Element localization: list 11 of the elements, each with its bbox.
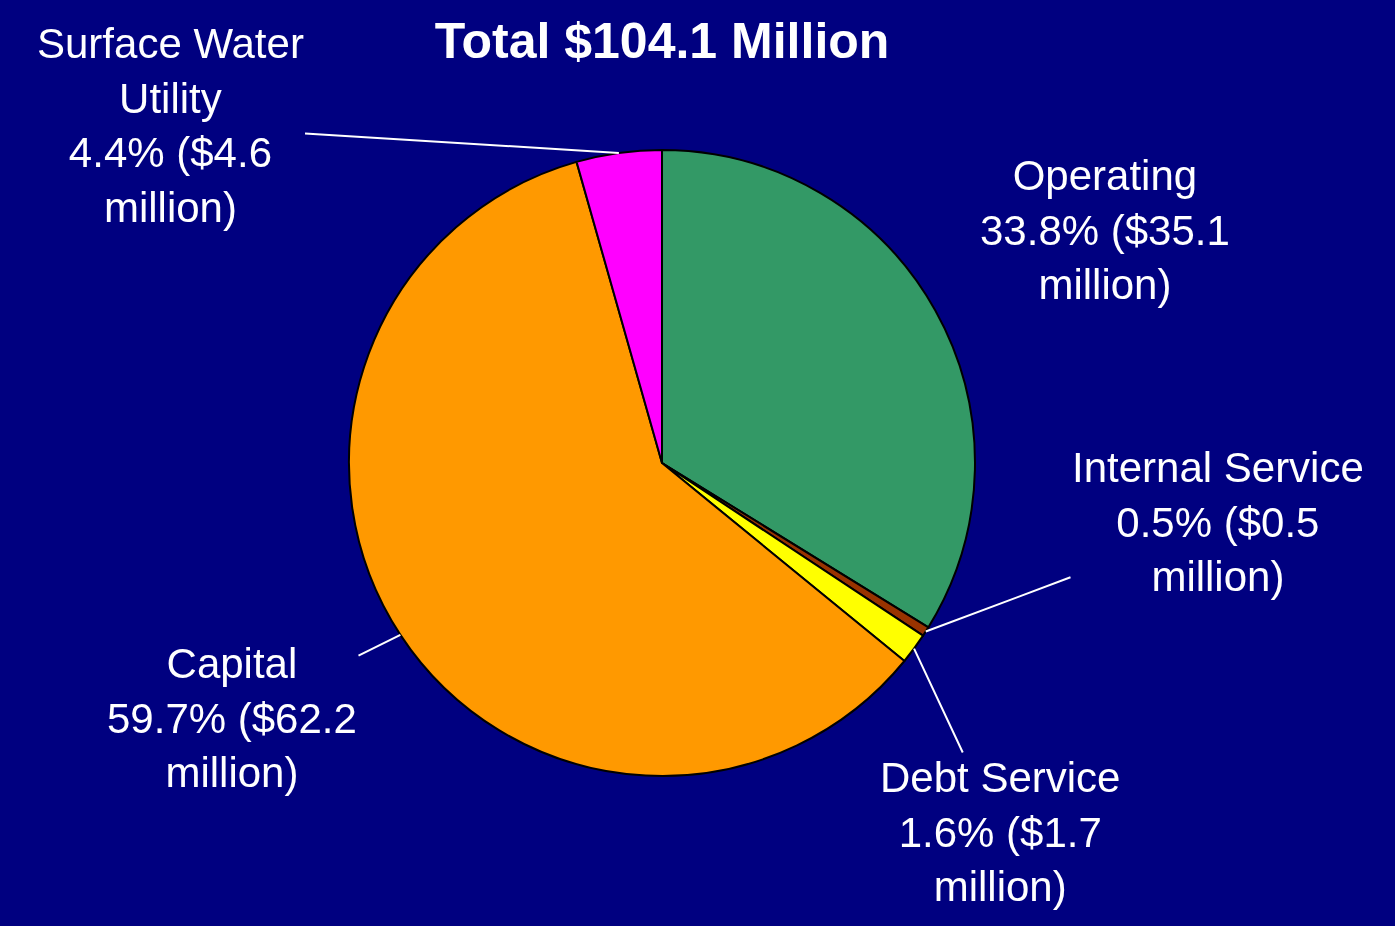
slice-label: Capital [166, 640, 298, 687]
chart-title: Total $104.1 Million [434, 12, 890, 69]
data-label: 4.4% ($4.6 million) [68, 129, 273, 231]
slice-label: Internal Service [1072, 444, 1364, 491]
slice-label: Operating [1012, 152, 1198, 199]
data-label: 59.7% ($62.2 million) [107, 694, 357, 797]
data-label: 33.8% ($35.1 million) [980, 206, 1230, 309]
data-label: 1.6% ($1.7 million) [898, 808, 1102, 911]
slice-label: Debt Service [880, 754, 1121, 801]
slice-label: Surface Water Utility [37, 20, 304, 122]
data-label: 0.5% ($0.5 million) [1116, 498, 1320, 601]
